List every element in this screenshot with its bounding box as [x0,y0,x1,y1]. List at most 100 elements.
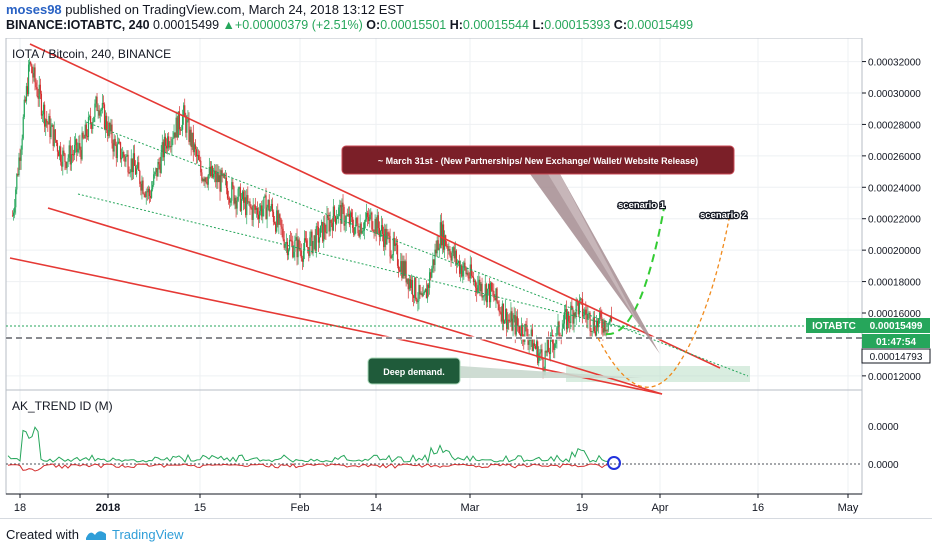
candle-body [69,145,71,165]
candle-body [108,123,110,136]
candle-body [154,172,156,175]
candle-body [198,154,200,161]
symbol-tag-text: IOTABTC [812,321,856,332]
candle-body [431,268,433,278]
candle-body [29,62,31,65]
candle-body [495,288,497,301]
candle-body [518,326,521,334]
candle-body [373,231,375,233]
candle-body [147,188,149,193]
candle-body [537,341,539,364]
candle-body [337,215,339,219]
candle-body [221,170,223,177]
candle-body [455,250,457,265]
x-tick-label: 18 [14,502,26,514]
candle-body [256,208,259,215]
candle-body [515,316,517,335]
candle-body [319,225,322,238]
author-link[interactable]: moses98 [6,2,62,17]
candle-body [189,129,191,142]
candle-body [133,153,136,166]
trendlines [6,43,862,395]
candle-body [299,249,301,251]
trading-chart[interactable]: ~ March 31st - (New Partnerships/ New Ex… [0,38,932,516]
candle-body [204,177,206,182]
candle-body [42,104,45,115]
candle-body [255,208,257,210]
candle-body [98,110,100,116]
candle-body [26,86,29,95]
candle-body [40,93,43,116]
candle-body [599,310,601,319]
time-axis[interactable]: 18 2018 15 Feb 14 Mar 19 Apr 16 May [6,493,862,514]
candle-body [100,109,102,111]
candle-body [580,298,583,300]
candle-body [451,252,453,261]
candle-body [32,73,34,78]
low-label: L: [532,18,545,32]
x-tick-label: 16 [752,502,764,514]
candle-body [432,259,434,269]
candle-body [130,158,132,173]
candle-body [285,241,287,244]
candle-body [600,310,602,318]
candle-body [497,301,499,305]
candle-body [178,111,180,130]
y-tick-label: 0.00030000 [868,89,921,100]
candle-body [435,249,437,254]
candle-body [452,247,454,253]
candle-body [184,105,186,116]
candle-body [343,206,345,226]
candle-body [71,154,74,156]
candle-body [35,82,37,88]
candle-body [482,296,484,298]
candle-body [465,267,467,275]
candle-body [249,201,251,207]
indicator-marker [607,456,621,470]
candle-body [486,288,489,303]
candle-body [321,221,323,226]
candle-body [364,219,367,222]
candle-body [574,312,576,317]
candle-body [519,333,522,337]
candle-body [383,233,385,248]
candle-body [220,170,222,192]
candle-body [610,315,613,321]
candle-body [217,172,219,183]
candle-body [177,111,179,138]
candle-body [142,180,144,194]
price-axis[interactable]: 0.00032000 0.00030000 0.00028000 0.00026000… [862,58,921,383]
candle-body [363,221,366,231]
candle-body [578,300,580,315]
candle-body [492,290,494,292]
change-value: +0.00000379 (+2.51%) [234,18,363,32]
candle-body [132,153,134,173]
candle-body [123,152,125,157]
candle-body [347,213,349,216]
candle-body [535,341,538,349]
candle-body [271,203,274,212]
candle-body [376,215,378,234]
candle-body [354,227,356,235]
candle-body [588,313,590,315]
candle-body [38,84,40,99]
candle-body [304,238,307,241]
candle-body [544,350,546,371]
candle-body [303,238,306,251]
candle-body [185,115,187,133]
candle-body [48,116,50,125]
tradingview-brand[interactable]: TradingView [112,527,184,542]
candle-body [88,116,91,118]
candle-body [173,132,175,138]
candle-body [214,170,216,175]
candle-body [164,136,167,146]
candle-body [369,214,371,221]
candle-body [587,314,589,320]
candle-body [399,269,401,272]
candle-body [170,146,172,147]
y-tick-label: 0.00022000 [868,215,921,226]
candle-body [485,284,487,303]
candle-body [257,214,260,220]
candle-body [595,320,598,336]
candle-body [583,315,585,317]
